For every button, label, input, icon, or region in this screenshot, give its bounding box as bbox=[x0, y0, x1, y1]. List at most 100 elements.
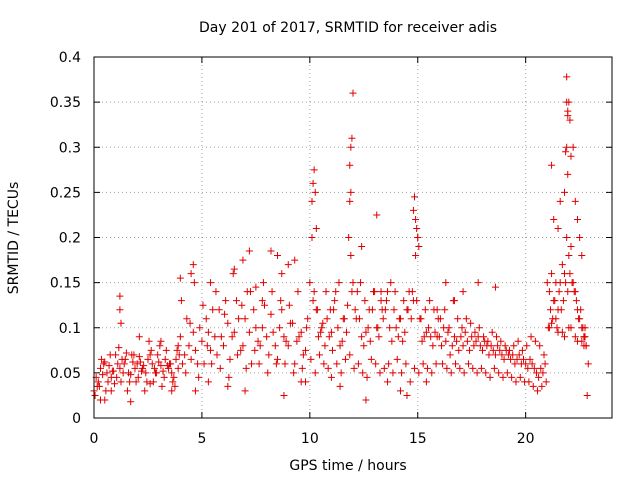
data-point-plus bbox=[452, 360, 460, 368]
data-point-plus bbox=[563, 143, 571, 151]
data-point-plus bbox=[228, 333, 236, 341]
data-point-plus bbox=[509, 351, 517, 359]
y-tick-label: 0.1 bbox=[59, 321, 81, 337]
data-point-plus bbox=[469, 364, 477, 372]
data-point-plus bbox=[347, 188, 355, 196]
data-point-plus bbox=[446, 351, 454, 359]
data-point-plus bbox=[271, 342, 279, 350]
data-point-plus bbox=[507, 355, 515, 363]
data-point-plus bbox=[396, 387, 404, 395]
data-point-plus bbox=[303, 324, 311, 332]
data-point-plus bbox=[359, 369, 367, 377]
data-point-plus bbox=[332, 288, 340, 296]
data-point-plus bbox=[358, 333, 366, 341]
data-point-plus bbox=[297, 328, 305, 336]
chart-title: Day 201 of 2017, SRMTID for receiver adi… bbox=[199, 20, 497, 36]
data-point-plus bbox=[213, 351, 221, 359]
data-point-plus bbox=[99, 371, 107, 379]
data-point-plus bbox=[411, 364, 419, 372]
data-point-plus bbox=[324, 364, 332, 372]
data-point-plus bbox=[497, 337, 505, 345]
data-point-plus bbox=[139, 364, 147, 372]
data-point-plus bbox=[280, 333, 288, 341]
data-point-plus bbox=[308, 234, 316, 241]
data-point-plus bbox=[578, 252, 586, 260]
data-point-plus bbox=[157, 337, 165, 345]
data-point-plus bbox=[540, 351, 548, 359]
data-point-plus bbox=[264, 369, 272, 377]
data-point-plus bbox=[187, 355, 195, 363]
data-point-plus bbox=[384, 378, 392, 386]
data-point-plus bbox=[447, 369, 455, 377]
data-point-plus bbox=[543, 279, 551, 287]
data-point-plus bbox=[141, 387, 149, 395]
data-point-plus bbox=[387, 279, 395, 287]
data-point-plus bbox=[341, 355, 349, 363]
data-point-plus bbox=[346, 161, 354, 169]
data-point-plus bbox=[388, 337, 396, 345]
data-point-plus bbox=[152, 369, 160, 377]
data-point-plus bbox=[171, 382, 179, 390]
data-point-plus bbox=[208, 360, 216, 368]
data-point-plus bbox=[516, 373, 524, 381]
data-point-plus bbox=[477, 364, 485, 372]
data-point-plus bbox=[545, 288, 553, 296]
data-point-plus bbox=[488, 328, 496, 336]
data-point-plus bbox=[345, 234, 353, 241]
data-point-plus bbox=[316, 351, 324, 359]
data-point-plus bbox=[307, 355, 315, 363]
data-point-plus bbox=[199, 301, 207, 309]
data-point-plus bbox=[136, 358, 144, 366]
data-point-plus bbox=[456, 364, 464, 372]
data-point-plus bbox=[157, 362, 165, 370]
data-point-plus bbox=[127, 398, 135, 406]
data-point-plus bbox=[496, 346, 504, 354]
data-point-plus bbox=[224, 382, 232, 390]
data-point-plus bbox=[520, 355, 528, 363]
data-point-plus bbox=[215, 306, 223, 314]
data-point-plus bbox=[422, 378, 430, 386]
data-point-plus bbox=[313, 306, 321, 314]
data-point-plus bbox=[121, 355, 129, 363]
data-point-plus bbox=[154, 351, 162, 359]
data-point-plus bbox=[280, 391, 288, 399]
data-point-plus bbox=[174, 364, 182, 372]
data-point-plus bbox=[413, 297, 421, 305]
data-point-plus bbox=[256, 342, 264, 350]
data-point-plus bbox=[514, 337, 522, 345]
data-point-plus bbox=[518, 346, 526, 354]
data-point-plus bbox=[111, 380, 119, 388]
data-point-plus bbox=[399, 337, 407, 345]
data-point-plus bbox=[178, 360, 186, 368]
y-tick-label: 0.35 bbox=[50, 95, 81, 111]
data-point-plus bbox=[433, 306, 441, 314]
data-point-plus bbox=[553, 324, 561, 332]
data-point-plus bbox=[539, 369, 547, 377]
x-tick-label: 15 bbox=[409, 431, 427, 447]
data-point-plus bbox=[374, 324, 382, 332]
data-point-plus bbox=[564, 112, 572, 120]
data-point-plus bbox=[195, 373, 203, 381]
data-point-plus bbox=[234, 351, 242, 359]
data-point-plus bbox=[512, 378, 520, 386]
data-point-plus bbox=[556, 197, 564, 205]
data-point-plus bbox=[378, 306, 386, 314]
data-point-plus bbox=[575, 315, 583, 323]
data-point-plus bbox=[499, 373, 507, 381]
data-point-plus bbox=[293, 337, 301, 345]
data-point-plus bbox=[311, 369, 319, 377]
data-point-plus bbox=[120, 360, 128, 368]
data-point-plus bbox=[119, 369, 127, 377]
data-point-plus bbox=[523, 342, 531, 350]
data-point-plus bbox=[265, 351, 273, 359]
data-point-plus bbox=[380, 364, 388, 372]
data-point-plus bbox=[162, 346, 170, 354]
data-point-plus bbox=[196, 324, 204, 332]
data-point-plus bbox=[189, 261, 197, 269]
x-tick-labels: 0 5 10 15 20 bbox=[90, 431, 535, 447]
data-point-plus bbox=[511, 360, 519, 368]
data-point-plus bbox=[450, 297, 458, 305]
data-point-plus bbox=[393, 355, 401, 363]
data-point-plus bbox=[295, 333, 303, 341]
data-point-plus bbox=[241, 315, 249, 323]
